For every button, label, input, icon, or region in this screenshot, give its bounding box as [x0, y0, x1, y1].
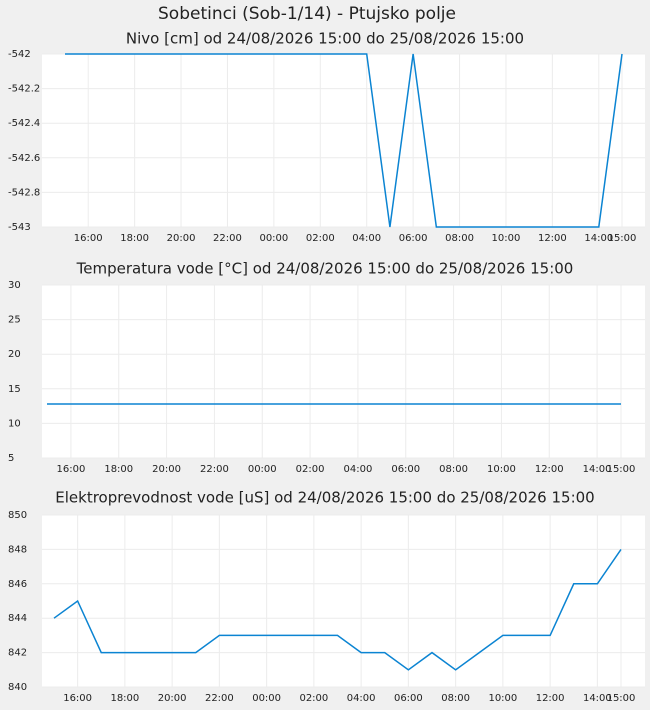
x-tick-label: 10:00 — [487, 464, 516, 475]
y-tick-label: 10 — [8, 418, 21, 429]
y-tick-label: 25 — [8, 315, 21, 326]
y-tick-label: -542.6 — [8, 153, 40, 164]
y-tick-label: -543 — [8, 222, 31, 233]
x-tick-label: 00:00 — [252, 693, 281, 704]
x-tick-label: 04:00 — [352, 233, 381, 244]
y-tick-label: 846 — [8, 579, 27, 590]
plot-area — [42, 54, 645, 227]
series-line — [53, 548, 622, 671]
y-tick-label: 848 — [8, 544, 27, 555]
x-tick-label: 02:00 — [296, 464, 325, 475]
x-tick-label: 10:00 — [488, 693, 517, 704]
x-tick-label: 22:00 — [200, 464, 229, 475]
x-tick-label: 02:00 — [299, 693, 328, 704]
y-tick-label: 30 — [8, 280, 21, 291]
x-tick-label: 04:00 — [344, 464, 373, 475]
y-tick-label: -542.4 — [8, 118, 40, 129]
y-tick-label: -542.2 — [8, 84, 40, 95]
y-tick-label: 840 — [8, 682, 27, 693]
plot-area — [42, 515, 645, 687]
y-tick-label: -542.8 — [8, 187, 40, 198]
x-tick-label: 14:00 — [584, 233, 613, 244]
x-tick-label: 15:00 — [608, 233, 637, 244]
y-tick-label: 5 — [8, 453, 14, 464]
x-tick-label: 08:00 — [445, 233, 474, 244]
x-tick-label: 14:00 — [583, 464, 612, 475]
x-tick-label: 12:00 — [535, 464, 564, 475]
x-tick-label: 10:00 — [492, 233, 521, 244]
x-tick-label: 06:00 — [394, 693, 423, 704]
x-tick-label: 16:00 — [63, 693, 92, 704]
x-tick-label: 12:00 — [538, 233, 567, 244]
y-tick-label: 15 — [8, 384, 21, 395]
y-tick-label: 842 — [8, 648, 27, 659]
y-tick-label: -542 — [8, 49, 31, 60]
y-tick-label: 20 — [8, 349, 21, 360]
series-line — [65, 53, 623, 228]
chart-title: Nivo [cm] od 24/08/2026 15:00 do 25/08/2… — [126, 30, 524, 48]
x-tick-label: 00:00 — [259, 233, 288, 244]
x-tick-label: 20:00 — [167, 233, 196, 244]
x-tick-label: 15:00 — [607, 464, 636, 475]
plot-area — [42, 285, 645, 458]
x-tick-label: 22:00 — [213, 233, 242, 244]
x-tick-label: 22:00 — [205, 693, 234, 704]
x-tick-label: 08:00 — [441, 693, 470, 704]
x-tick-label: 00:00 — [248, 464, 277, 475]
x-tick-label: 12:00 — [536, 693, 565, 704]
y-tick-label: 844 — [8, 613, 27, 624]
x-tick-label: 18:00 — [120, 233, 149, 244]
x-tick-label: 18:00 — [104, 464, 133, 475]
x-tick-label: 15:00 — [607, 693, 636, 704]
x-tick-label: 18:00 — [110, 693, 139, 704]
x-tick-label: 06:00 — [391, 464, 420, 475]
x-tick-label: 08:00 — [439, 464, 468, 475]
chart-title: Temperatura vode [°C] od 24/08/2026 15:0… — [76, 260, 574, 278]
y-tick-label: 850 — [8, 510, 27, 521]
x-tick-label: 20:00 — [158, 693, 187, 704]
x-tick-label: 16:00 — [57, 464, 86, 475]
x-tick-label: 20:00 — [152, 464, 181, 475]
x-tick-label: 16:00 — [74, 233, 103, 244]
x-tick-label: 06:00 — [399, 233, 428, 244]
x-tick-label: 02:00 — [306, 233, 335, 244]
page-title: Sobetinci (Sob-1/14) - Ptujsko polje — [158, 4, 456, 24]
chart-title: Elektroprevodnost vode [uS] od 24/08/202… — [55, 489, 594, 507]
x-tick-label: 14:00 — [583, 693, 612, 704]
x-tick-label: 04:00 — [347, 693, 376, 704]
